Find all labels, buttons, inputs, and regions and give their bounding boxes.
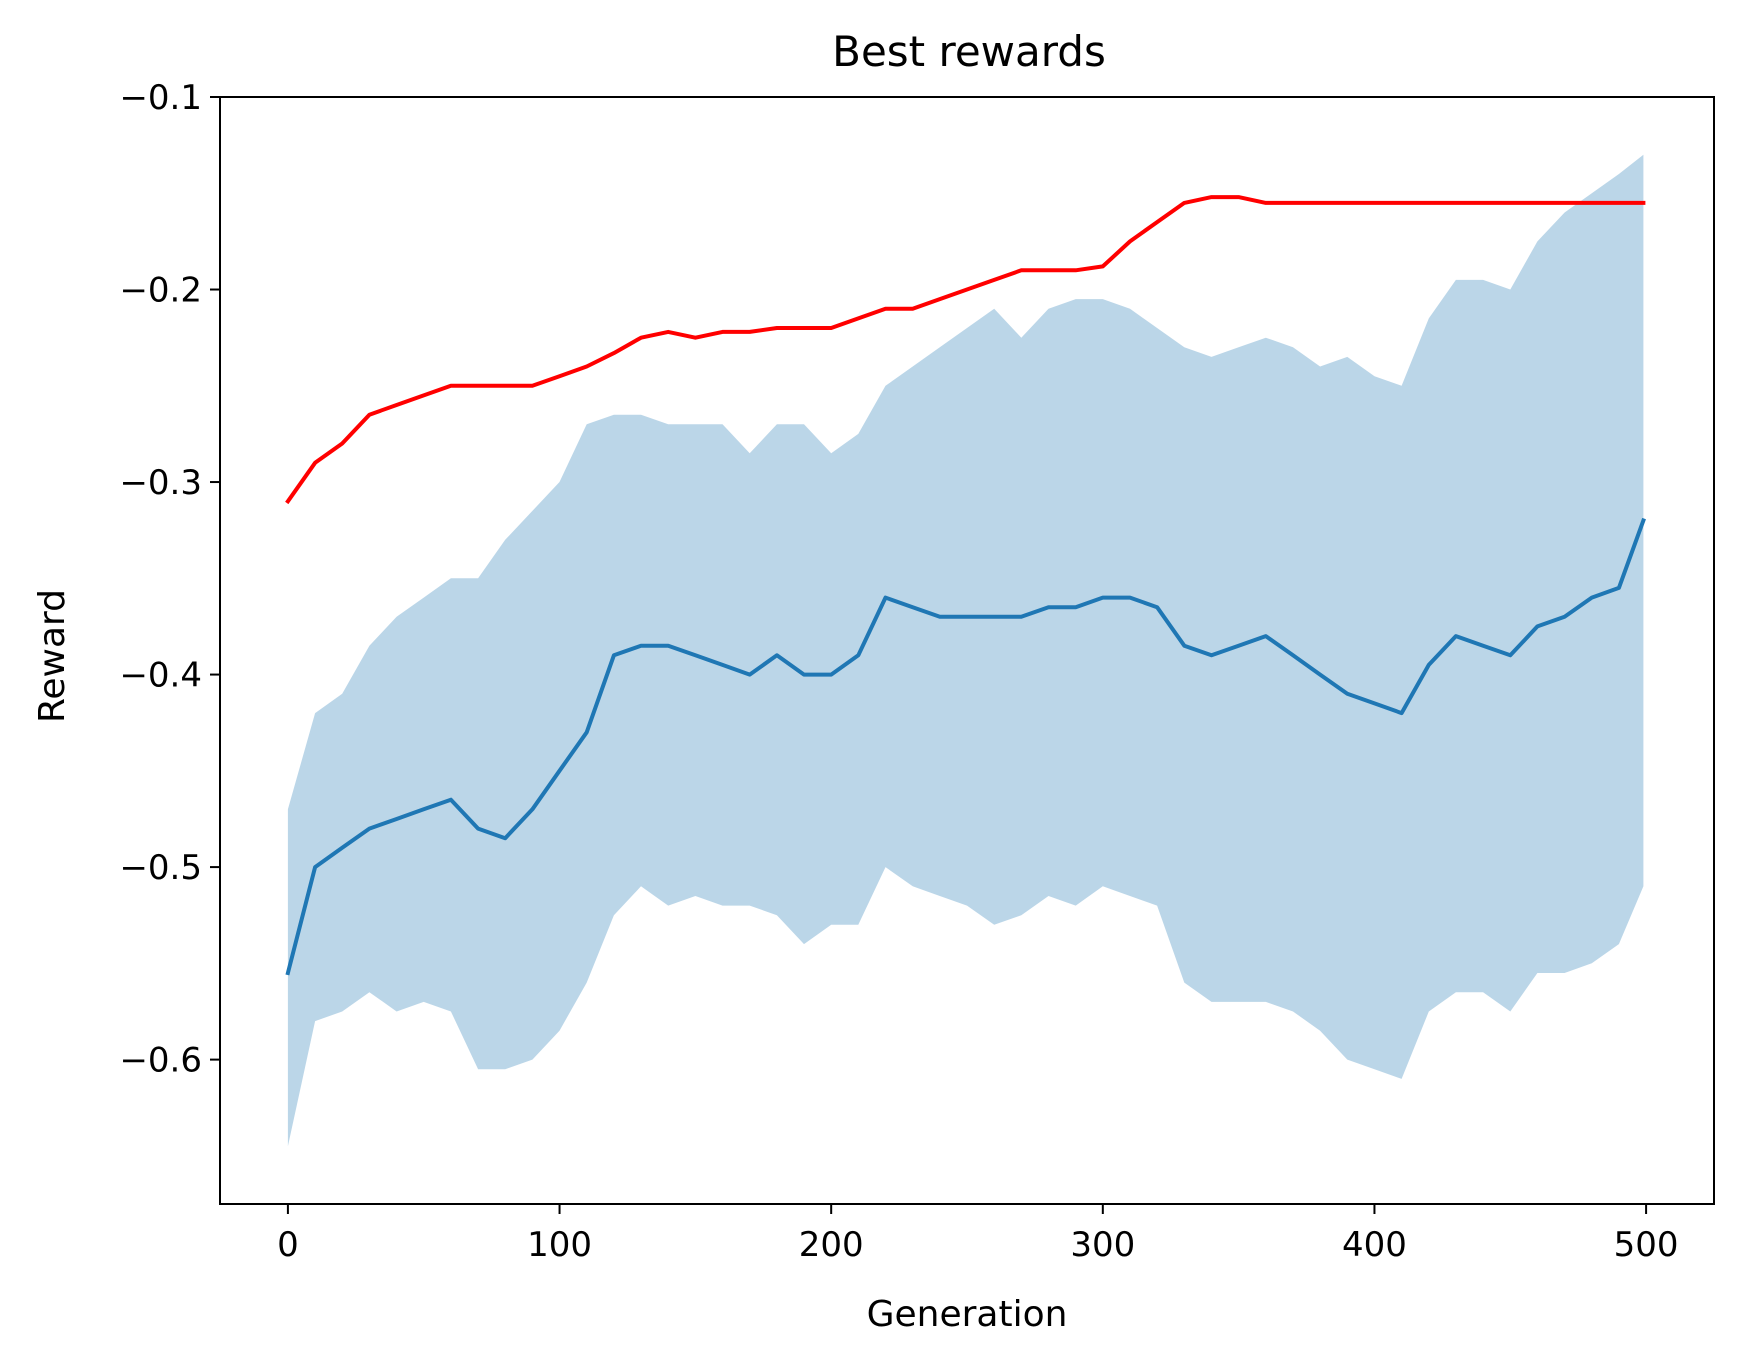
x-tick-label: 100 [527, 1225, 592, 1265]
plot-area [285, 154, 1646, 1147]
x-tick-label: 300 [1070, 1225, 1135, 1265]
x-tick-label: 200 [799, 1225, 864, 1265]
x-axis-label: Generation [867, 1294, 1068, 1335]
y-tick-label: −0.5 [119, 848, 202, 888]
best-reward-line [285, 195, 1646, 505]
x-tick-label: 0 [277, 1225, 299, 1265]
chart-title: Best rewards [832, 27, 1106, 76]
y-axis-label: Reward [32, 589, 73, 723]
y-tick-label: −0.1 [119, 78, 202, 118]
x-tick-label: 500 [1614, 1225, 1679, 1265]
y-tick-label: −0.4 [119, 656, 202, 696]
y-axis: −0.1 −0.2 −0.3 −0.4 −0.5 −0.6 [119, 78, 220, 1081]
confidence-band [287, 154, 1644, 1147]
mean-reward-line [285, 517, 1646, 976]
y-tick-label: −0.2 [119, 271, 202, 311]
y-tick-label: −0.3 [119, 463, 202, 503]
axes-frame [219, 96, 1715, 1205]
y-tick-label: −0.6 [119, 1041, 202, 1081]
x-tick-label: 400 [1342, 1225, 1407, 1265]
x-axis: 0 100 200 300 400 500 [277, 1204, 1679, 1265]
